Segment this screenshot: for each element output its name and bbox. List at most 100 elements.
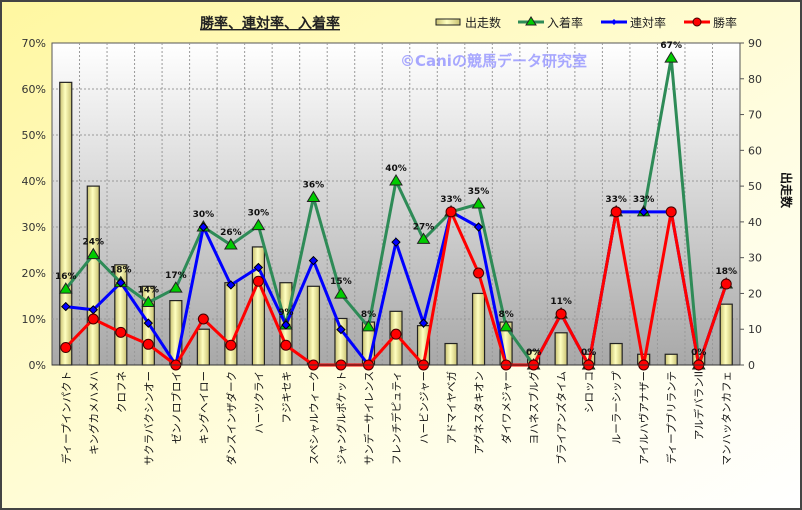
marker-triangle — [664, 51, 679, 63]
marker-diamond — [391, 237, 401, 247]
marker-diamond — [143, 318, 154, 328]
marker-circle — [87, 313, 99, 325]
chart-title: 勝率、連対率、入着率 — [200, 15, 340, 32]
legend-marker-diamond — [611, 19, 617, 25]
x-tick-label: スペシャルウィーク — [308, 371, 320, 465]
marker-circle — [252, 275, 264, 287]
x-tick-label: ハービンジャー — [419, 371, 431, 444]
bar-starts — [86, 185, 100, 366]
watermark: ©Caniの競馬データ研究室 — [400, 52, 587, 70]
data-label: 0% — [691, 348, 706, 358]
marker-triangle — [58, 282, 73, 294]
legend-marker-triangle — [525, 16, 537, 26]
y-left-tick-label: 60% — [22, 83, 46, 96]
marker-diamond — [281, 320, 291, 330]
bar-starts — [664, 353, 678, 366]
x-tick-label: ダイワメジャー — [500, 371, 513, 444]
marker-diamond — [61, 301, 71, 312]
x-tick-label: キングカメハメハ — [87, 371, 100, 455]
data-label: 36% — [303, 181, 325, 191]
x-tick-label: ゼンノロブロイ — [170, 371, 183, 444]
data-label: 8% — [361, 310, 376, 320]
legend-marker-circle — [692, 17, 702, 27]
marker-diamond — [638, 207, 649, 217]
x-tick-label: サンデーサイレンス — [362, 371, 375, 465]
data-label: 30% — [193, 210, 215, 220]
marker-circle — [720, 278, 732, 290]
marker-diamond — [336, 324, 346, 335]
data-label: 33% — [633, 195, 655, 205]
x-tick-label: ディープインパクト — [60, 371, 73, 464]
x-tick-label: マンハッタンカフェ — [721, 371, 733, 466]
data-label: 18% — [715, 267, 737, 277]
data-label: 24% — [83, 238, 105, 248]
x-tick-label: ハーツクライ — [253, 371, 265, 434]
marker-circle — [142, 338, 154, 350]
marker-circle — [473, 267, 485, 279]
y-right-tick-label: 80 — [748, 73, 762, 86]
data-label: 40% — [385, 164, 407, 174]
y-right-tick-label: 0 — [748, 359, 755, 372]
bar-starts — [471, 292, 486, 366]
data-label: 30% — [248, 209, 270, 219]
x-tick-label: ジャングルポケット — [335, 371, 348, 465]
y-right-tick-label: 30 — [748, 252, 762, 265]
marker-diamond — [473, 222, 484, 232]
x-tick-label: ディープブリランテ — [665, 371, 678, 464]
marker-diamond — [418, 318, 429, 328]
bar-starts — [719, 303, 733, 366]
y-right-tick-label: 50 — [748, 180, 762, 193]
data-label: 8% — [498, 310, 513, 320]
marker-circle — [390, 328, 402, 340]
marker-diamond — [308, 255, 319, 266]
data-label: 26% — [220, 228, 242, 238]
bar-starts — [59, 81, 73, 366]
marker-triangle — [168, 281, 183, 293]
marker-triangle — [361, 319, 376, 332]
marker-triangle — [389, 174, 403, 186]
y-right-tick-label: 20 — [748, 287, 762, 300]
data-label: 33% — [605, 195, 627, 205]
x-tick-label: サクラバクシンオー — [143, 371, 155, 465]
marker-diamond — [116, 277, 126, 288]
data-label: 27% — [413, 222, 435, 232]
bar-starts — [306, 285, 321, 366]
x-tick-label: アルデバランII — [693, 371, 706, 440]
legend-label: 入着率 — [547, 15, 583, 30]
x-tick-label: ブライアンズタイム — [555, 371, 568, 465]
marker-circle — [445, 206, 457, 218]
data-label: 11% — [550, 297, 572, 307]
marker-circle — [225, 339, 237, 351]
data-label: 17% — [165, 271, 187, 281]
x-tick-label: アイルハヴアナザー — [638, 371, 651, 465]
y-right-tick-label: 40 — [748, 216, 762, 229]
data-label: 67% — [660, 41, 682, 51]
marker-triangle — [334, 287, 348, 299]
marker-diamond — [198, 222, 209, 232]
marker-diamond — [253, 262, 264, 273]
y-left-tick-label: 0% — [29, 359, 46, 372]
x-tick-label: クロフネ — [116, 371, 128, 413]
x-tick-label: ルーラーシップ — [611, 371, 623, 445]
bar-starts — [554, 332, 568, 366]
marker-triangle — [471, 197, 486, 209]
y-left-tick-label: 70% — [22, 37, 46, 50]
y-left-tick-label: 40% — [22, 175, 46, 188]
marker-triangle — [141, 295, 156, 307]
marker-circle — [610, 206, 622, 218]
y-right-tick-label: 70 — [748, 109, 762, 122]
marker-circle — [115, 326, 127, 338]
bar-starts — [609, 342, 623, 366]
x-tick-label: アドマイヤベガ — [446, 371, 458, 444]
marker-triangle — [499, 319, 513, 332]
marker-triangle — [86, 247, 101, 260]
legend-swatch-bar — [435, 18, 461, 26]
y-right-tick-label: 90 — [748, 37, 762, 50]
legend-label: 勝率 — [713, 15, 737, 30]
marker-triangle — [416, 232, 431, 244]
y-left-tick-label: 10% — [22, 313, 46, 326]
data-label: 35% — [468, 187, 490, 197]
y-left-tick-label: 50% — [22, 129, 46, 142]
marker-circle — [555, 308, 567, 320]
